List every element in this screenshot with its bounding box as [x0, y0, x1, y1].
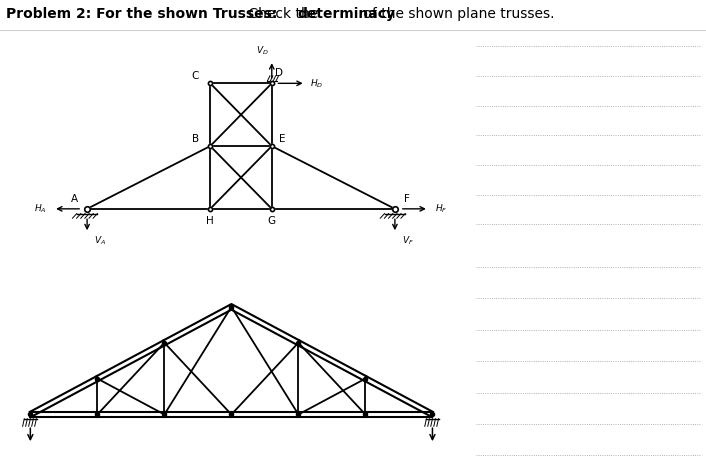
Text: $H_F$: $H_F$ [435, 202, 448, 215]
Text: determinacy: determinacy [297, 7, 395, 21]
Text: F: F [404, 194, 410, 204]
Text: E: E [279, 134, 286, 144]
Text: H: H [206, 216, 214, 227]
Text: of the shown plane trusses.: of the shown plane trusses. [359, 7, 555, 21]
Text: D: D [275, 68, 283, 79]
Text: $V_F$: $V_F$ [402, 235, 414, 247]
Text: $V_A$: $V_A$ [95, 235, 107, 247]
Text: C: C [192, 71, 199, 81]
Text: Problem 2: For the shown Trusses:: Problem 2: For the shown Trusses: [6, 7, 277, 21]
Text: A: A [71, 194, 78, 204]
Text: G: G [268, 216, 276, 227]
Text: $V_D$: $V_D$ [256, 45, 269, 57]
Text: $H_A$: $H_A$ [35, 202, 47, 215]
Text: Check the: Check the [244, 7, 322, 21]
Text: $H_D$: $H_D$ [310, 77, 323, 89]
Text: B: B [192, 134, 199, 144]
